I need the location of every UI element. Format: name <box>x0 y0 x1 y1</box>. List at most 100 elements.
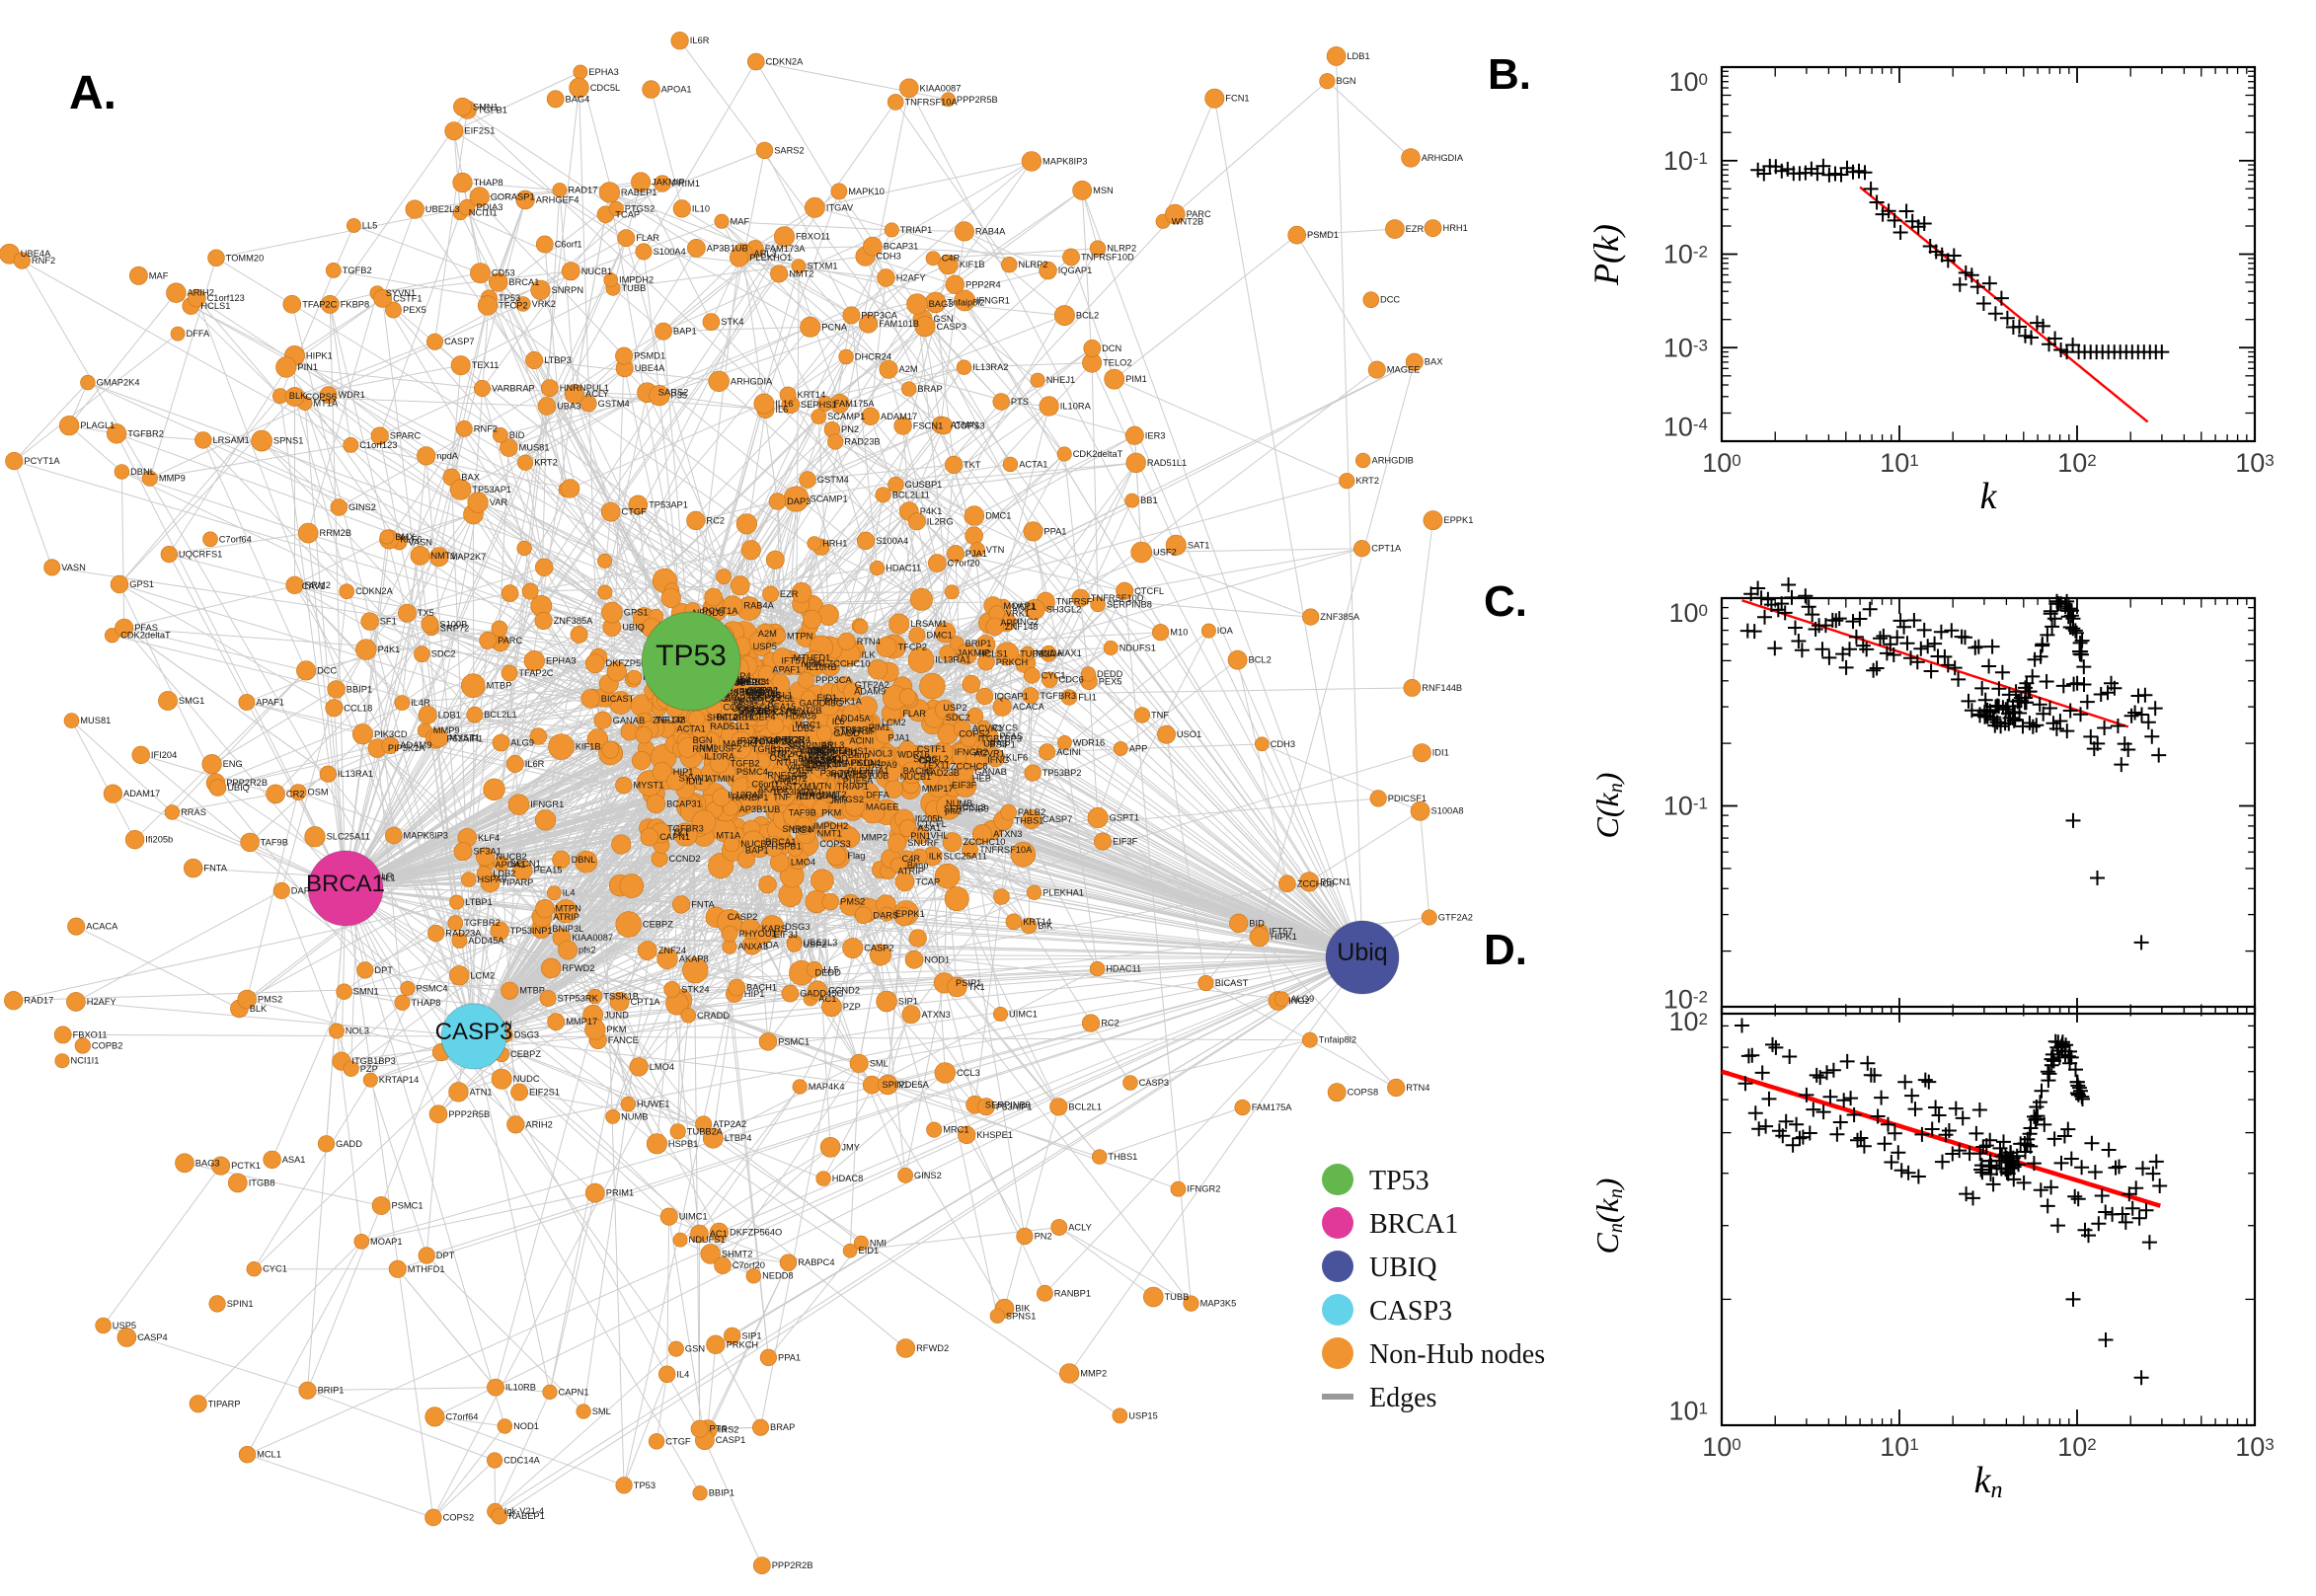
svg-text:Flag: Flag <box>847 851 865 861</box>
svg-text:BCL2L1: BCL2L1 <box>484 710 517 720</box>
svg-text:GSTM4: GSTM4 <box>817 475 849 485</box>
svg-text:NOL3: NOL3 <box>869 748 892 758</box>
svg-text:HCLS1: HCLS1 <box>978 649 1008 659</box>
svg-text:MAGEE: MAGEE <box>866 802 899 812</box>
svg-text:TGFBR2: TGFBR2 <box>464 918 501 928</box>
svg-text:SMN1: SMN1 <box>353 987 379 997</box>
svg-text:COPS8: COPS8 <box>724 702 755 712</box>
svg-text:BRIP1: BRIP1 <box>965 639 992 648</box>
svg-text:USP15: USP15 <box>752 693 781 703</box>
svg-text:UBE4A: UBE4A <box>635 363 665 373</box>
svg-text:PIM1: PIM1 <box>869 722 890 732</box>
svg-text:RC2: RC2 <box>706 515 725 525</box>
svg-text:TUBB: TUBB <box>622 283 647 293</box>
svg-text:BCL2: BCL2 <box>1076 311 1099 321</box>
svg-text:IDI1: IDI1 <box>686 777 703 787</box>
svg-text:CDH3: CDH3 <box>877 252 901 262</box>
svg-text:BICAST: BICAST <box>601 694 635 704</box>
svg-text:NUCB2: NUCB2 <box>740 839 772 849</box>
svg-text:GANAB: GANAB <box>613 716 646 725</box>
svg-text:KIF1B: KIF1B <box>576 742 601 752</box>
svg-text:ALG9: ALG9 <box>510 738 534 748</box>
svg-text:GPS1: GPS1 <box>624 608 649 618</box>
svg-text:MT1A: MT1A <box>716 831 741 841</box>
svg-text:BACH1: BACH1 <box>903 766 934 776</box>
svg-text:APAF1: APAF1 <box>772 664 801 674</box>
svg-text:LDB1: LDB1 <box>438 710 461 720</box>
svg-text:CASP3: CASP3 <box>937 322 967 332</box>
svg-text:NMI: NMI <box>699 742 716 752</box>
svg-text:HRH1: HRH1 <box>822 539 847 549</box>
svg-text:PTS: PTS <box>1011 397 1029 407</box>
svg-text:ZNF148: ZNF148 <box>653 716 686 725</box>
svg-text:UBIQ: UBIQ <box>622 623 645 633</box>
svg-text:EPHA3: EPHA3 <box>546 656 577 666</box>
svg-text:CAPN1: CAPN1 <box>659 832 690 842</box>
svg-text:DFFA: DFFA <box>866 791 890 800</box>
svg-text:ARIH2: ARIH2 <box>525 1119 552 1129</box>
svg-text:RAB4A: RAB4A <box>743 601 774 611</box>
svg-text:PARC: PARC <box>498 636 522 646</box>
svg-text:HDAC8: HDAC8 <box>786 712 817 722</box>
svg-text:PN2: PN2 <box>841 424 859 434</box>
svg-text:KIAA0087: KIAA0087 <box>572 933 613 943</box>
svg-text:C7orf20: C7orf20 <box>948 559 980 569</box>
svg-text:CTGF: CTGF <box>622 507 648 517</box>
svg-text:DBNL: DBNL <box>572 855 596 865</box>
svg-text:CDKN2A: CDKN2A <box>355 586 394 596</box>
svg-text:PPA1: PPA1 <box>1043 526 1066 536</box>
svg-text:ACTA1: ACTA1 <box>677 723 706 733</box>
svg-text:CASP2: CASP2 <box>728 912 758 922</box>
svg-text:A2M: A2M <box>758 629 777 639</box>
svg-text:CASP1: CASP1 <box>808 755 838 765</box>
svg-text:MYST1: MYST1 <box>633 781 663 791</box>
svg-text:LIG4: LIG4 <box>792 825 811 835</box>
svg-text:TGFB1: TGFB1 <box>752 744 782 754</box>
svg-text:ARHGDIB: ARHGDIB <box>796 791 837 800</box>
svg-text:GADD: GADD <box>833 728 860 738</box>
svg-text:PPP3CA: PPP3CA <box>815 675 852 685</box>
svg-text:BCAP31: BCAP31 <box>666 798 702 808</box>
svg-text:RANBP1: RANBP1 <box>732 793 768 802</box>
svg-text:DAP3: DAP3 <box>787 496 811 506</box>
svg-text:TFAP2C: TFAP2C <box>518 668 553 678</box>
svg-text:DMC1: DMC1 <box>927 631 953 641</box>
svg-text:IMPDH2: IMPDH2 <box>813 821 848 831</box>
svg-text:ADD45A: ADD45A <box>834 714 871 723</box>
svg-text:GINS2: GINS2 <box>348 502 376 512</box>
svg-text:C7orf64: C7orf64 <box>219 534 252 544</box>
svg-text:RAD17: RAD17 <box>568 186 597 195</box>
svg-text:TAF9B: TAF9B <box>789 808 816 818</box>
svg-text:IQGAP1: IQGAP1 <box>994 692 1029 702</box>
svg-text:FNTA: FNTA <box>691 899 715 909</box>
svg-text:CCL3: CCL3 <box>963 802 986 812</box>
svg-text:EPPK1: EPPK1 <box>895 909 925 919</box>
svg-text:SDC2: SDC2 <box>946 713 970 722</box>
svg-text:SCAMP1: SCAMP1 <box>811 494 848 504</box>
svg-text:IFNGR1: IFNGR1 <box>530 799 564 809</box>
svg-text:IFNGR2: IFNGR2 <box>955 747 988 757</box>
svg-text:GTF2A2: GTF2A2 <box>855 680 889 690</box>
svg-text:PLEKHA1: PLEKHA1 <box>848 766 889 776</box>
svg-text:PSMC1: PSMC1 <box>778 1036 810 1046</box>
svg-text:BBIP1: BBIP1 <box>347 684 372 694</box>
svg-text:RAD51L1: RAD51L1 <box>710 722 749 731</box>
svg-text:BIK: BIK <box>1038 921 1053 931</box>
svg-text:CSTF1: CSTF1 <box>917 744 946 754</box>
svg-text:PKM: PKM <box>821 807 841 817</box>
svg-text:TGFB2: TGFB2 <box>731 759 760 769</box>
svg-text:USP5: USP5 <box>753 642 777 651</box>
svg-text:SHMT2: SHMT2 <box>707 713 738 722</box>
svg-text:DCC: DCC <box>317 665 337 675</box>
svg-text:BID: BID <box>509 430 525 440</box>
svg-text:COPS3: COPS3 <box>819 839 851 849</box>
svg-text:MTPN: MTPN <box>787 631 812 641</box>
svg-text:LL5: LL5 <box>823 964 839 974</box>
svg-text:ITGB1BP3: ITGB1BP3 <box>978 734 1022 744</box>
svg-text:IL6R: IL6R <box>525 759 545 769</box>
svg-text:DPT: DPT <box>374 965 393 975</box>
svg-text:MMP2: MMP2 <box>861 833 888 843</box>
svg-text:PJA1: PJA1 <box>888 733 910 743</box>
svg-text:MAF: MAF <box>731 216 750 226</box>
svg-text:MRC1: MRC1 <box>795 720 820 729</box>
